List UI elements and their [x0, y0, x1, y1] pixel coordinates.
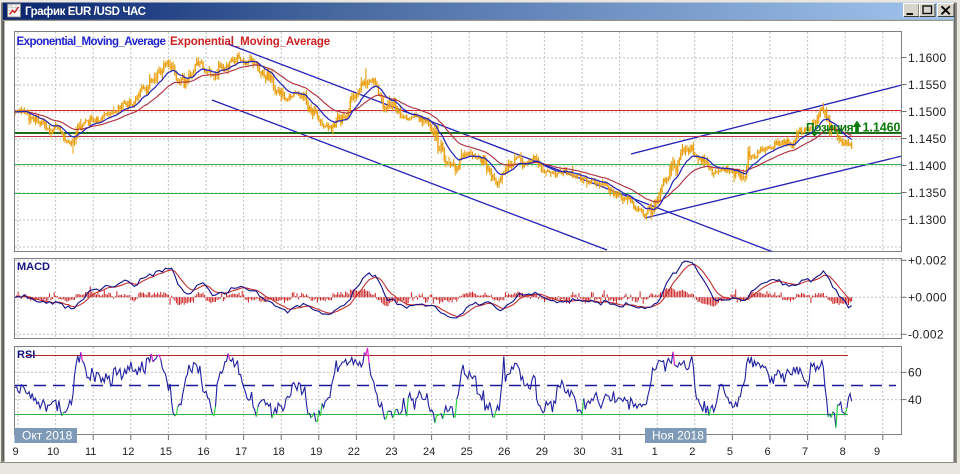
svg-text:19: 19 — [310, 446, 322, 458]
svg-text:23: 23 — [385, 446, 397, 458]
svg-text:9: 9 — [12, 446, 18, 458]
svg-text:Окт 2018: Окт 2018 — [22, 429, 73, 443]
svg-text:Позиция: Позиция — [806, 121, 854, 135]
svg-text:29: 29 — [536, 446, 548, 458]
svg-text:Exponential_Moving_Average: Exponential_Moving_Average — [170, 36, 330, 48]
svg-text:22: 22 — [348, 446, 360, 458]
svg-text:+0.002: +0.002 — [908, 254, 947, 268]
svg-text:-0.002: -0.002 — [908, 328, 944, 342]
svg-text:12: 12 — [122, 446, 134, 458]
svg-text:5: 5 — [727, 446, 733, 458]
svg-text:Exponential_Moving_Average: Exponential_Moving_Average — [17, 36, 166, 48]
svg-text:График EUR /USD ЧАС: График EUR /USD ЧАС — [25, 6, 146, 18]
svg-text:40: 40 — [908, 393, 922, 407]
svg-text:1.1450: 1.1450 — [908, 132, 947, 146]
svg-text:7: 7 — [802, 446, 808, 458]
svg-text:9: 9 — [874, 446, 880, 458]
svg-text:10: 10 — [47, 446, 59, 458]
svg-text:2: 2 — [689, 446, 695, 458]
svg-text:60: 60 — [908, 366, 922, 380]
svg-text:RSI: RSI — [17, 349, 35, 361]
svg-text:1.1350: 1.1350 — [908, 186, 947, 200]
svg-text:1: 1 — [652, 446, 658, 458]
svg-text:18: 18 — [273, 446, 285, 458]
svg-text:8: 8 — [840, 446, 846, 458]
svg-text:1.1400: 1.1400 — [908, 159, 947, 173]
svg-text:1.1460: 1.1460 — [863, 121, 901, 135]
svg-text:31: 31 — [611, 446, 623, 458]
svg-text:MACD: MACD — [17, 261, 50, 273]
svg-text:1.1300: 1.1300 — [908, 213, 947, 227]
svg-text:Ноя 2018: Ноя 2018 — [652, 429, 704, 443]
svg-text:16: 16 — [197, 446, 209, 458]
svg-text:+0.000: +0.000 — [908, 291, 947, 305]
svg-text:11: 11 — [85, 446, 96, 458]
svg-text:1.1600: 1.1600 — [908, 51, 947, 65]
svg-text:25: 25 — [461, 446, 473, 458]
svg-text:17: 17 — [235, 446, 247, 458]
svg-text:15: 15 — [160, 446, 172, 458]
svg-text:24: 24 — [423, 446, 435, 458]
svg-text:1.1550: 1.1550 — [908, 78, 947, 92]
svg-text:26: 26 — [498, 446, 510, 458]
svg-text:1.1500: 1.1500 — [908, 105, 947, 119]
svg-text:30: 30 — [573, 446, 585, 458]
svg-text:6: 6 — [764, 446, 770, 458]
